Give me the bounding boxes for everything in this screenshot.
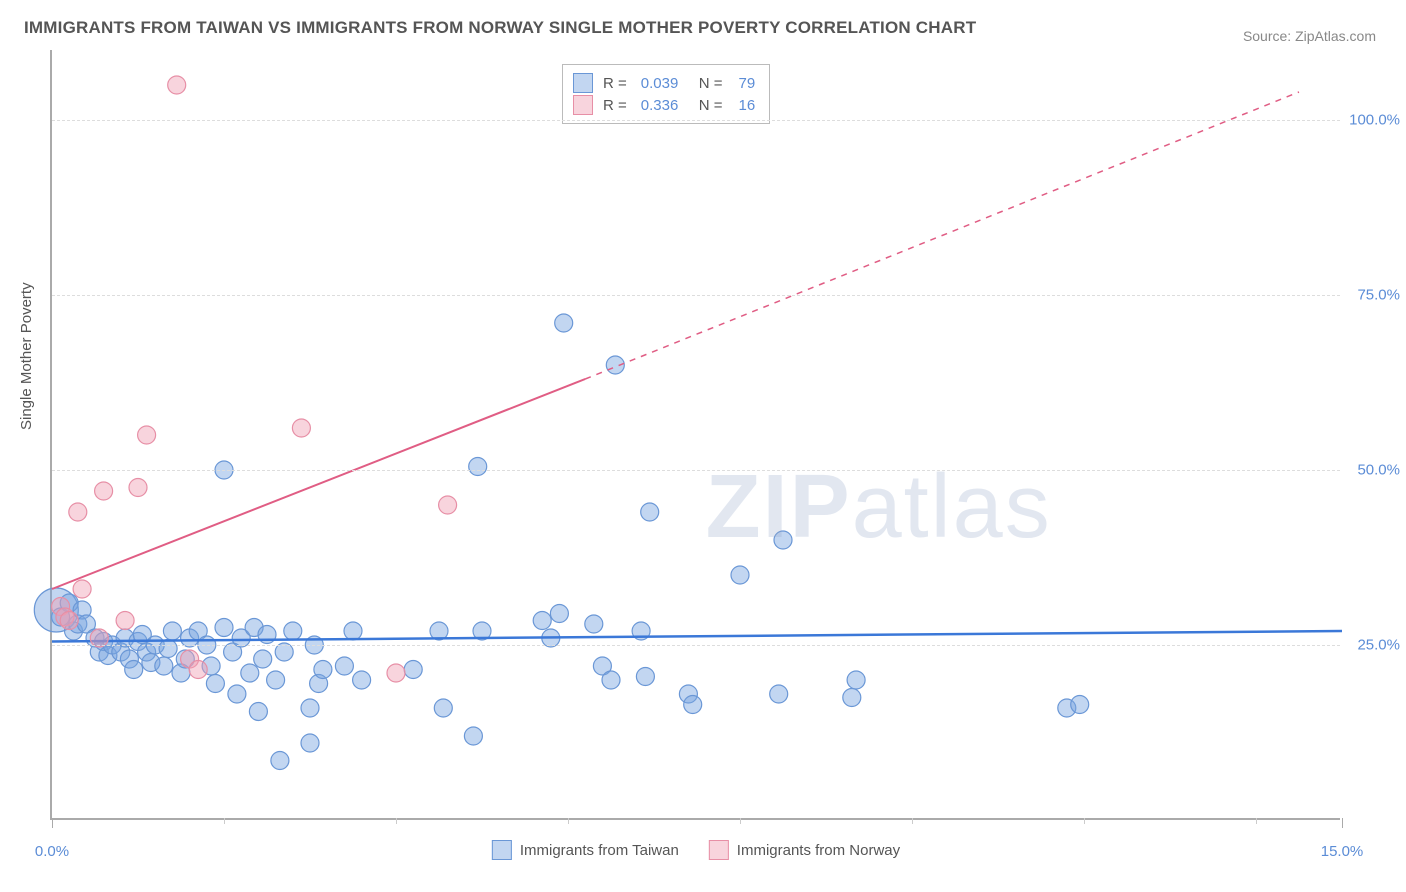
legend-item: Immigrants from Norway (709, 840, 900, 860)
data-point (189, 661, 207, 679)
data-point (163, 622, 181, 640)
data-point (335, 657, 353, 675)
r-value: 0.039 (641, 75, 689, 92)
data-point (353, 671, 371, 689)
data-point (168, 76, 186, 94)
y-axis-label: Single Mother Poverty (18, 282, 35, 430)
data-point (254, 650, 272, 668)
data-point (636, 668, 654, 686)
trend-line-ext (585, 92, 1299, 379)
data-point (684, 696, 702, 714)
data-point (116, 612, 134, 630)
data-point (301, 699, 319, 717)
data-point (555, 314, 573, 332)
r-label: R = (603, 75, 627, 92)
x-minor-tick (740, 818, 741, 824)
data-point (129, 479, 147, 497)
data-point (770, 685, 788, 703)
data-point (241, 664, 259, 682)
data-point (585, 615, 603, 633)
y-tick-label: 25.0% (1357, 637, 1400, 654)
legend-item: Immigrants from Taiwan (492, 840, 679, 860)
data-point (387, 664, 405, 682)
plot-svg (52, 50, 1340, 818)
data-point (271, 752, 289, 770)
y-tick-label: 100.0% (1349, 112, 1400, 129)
data-point (301, 734, 319, 752)
legend-swatch (492, 840, 512, 860)
x-tick-label: 0.0% (35, 843, 69, 860)
data-point (95, 482, 113, 500)
y-tick-label: 75.0% (1357, 287, 1400, 304)
gridline (52, 470, 1340, 471)
data-point (249, 703, 267, 721)
legend-swatch (573, 95, 593, 115)
data-point (774, 531, 792, 549)
n-value: 16 (739, 97, 756, 114)
legend-label: Immigrants from Taiwan (520, 842, 679, 859)
source-label: Source: ZipAtlas.com (1243, 28, 1376, 44)
n-label: N = (699, 97, 723, 114)
legend-swatch (709, 840, 729, 860)
data-point (159, 640, 177, 658)
data-point (469, 458, 487, 476)
data-point (69, 503, 87, 521)
data-point (843, 689, 861, 707)
data-point (439, 496, 457, 514)
data-point (228, 685, 246, 703)
data-point (215, 619, 233, 637)
r-label: R = (603, 97, 627, 114)
gridline (52, 645, 1340, 646)
data-point (292, 419, 310, 437)
data-point (344, 622, 362, 640)
x-major-tick (1342, 818, 1343, 828)
x-major-tick (52, 818, 53, 828)
data-point (138, 426, 156, 444)
correlation-legend: R = 0.039 N = 79 R = 0.336 N = 16 (562, 64, 770, 124)
data-point (641, 503, 659, 521)
data-point (284, 622, 302, 640)
data-point (464, 727, 482, 745)
x-minor-tick (396, 818, 397, 824)
data-point (125, 661, 143, 679)
data-point (550, 605, 568, 623)
gridline (52, 120, 1340, 121)
r-legend-row: R = 0.039 N = 79 (573, 73, 755, 93)
data-point (155, 657, 173, 675)
chart-container: IMMIGRANTS FROM TAIWAN VS IMMIGRANTS FRO… (0, 0, 1406, 892)
chart-title: IMMIGRANTS FROM TAIWAN VS IMMIGRANTS FRO… (24, 18, 976, 38)
data-point (73, 580, 91, 598)
series-legend: Immigrants from Taiwan Immigrants from No… (492, 840, 900, 860)
x-minor-tick (568, 818, 569, 824)
plot-area: ZIPatlas R =0.039 N =79 R =0.336 N =16 I… (50, 50, 1340, 820)
data-point (404, 661, 422, 679)
legend-swatch (573, 73, 593, 93)
gridline (52, 295, 1340, 296)
data-point (60, 612, 78, 630)
data-point (434, 699, 452, 717)
y-tick-label: 50.0% (1357, 462, 1400, 479)
data-point (847, 671, 865, 689)
n-value: 79 (739, 75, 756, 92)
x-tick-label: 15.0% (1321, 843, 1364, 860)
r-value: 0.336 (641, 97, 689, 114)
data-point (314, 661, 332, 679)
data-point (267, 671, 285, 689)
r-legend-row: R = 0.336 N = 16 (573, 95, 755, 115)
data-point (206, 675, 224, 693)
x-minor-tick (912, 818, 913, 824)
n-label: N = (699, 75, 723, 92)
data-point (602, 671, 620, 689)
data-point (533, 612, 551, 630)
legend-label: Immigrants from Norway (737, 842, 900, 859)
data-point (1071, 696, 1089, 714)
x-minor-tick (1084, 818, 1085, 824)
x-minor-tick (1256, 818, 1257, 824)
data-point (731, 566, 749, 584)
x-minor-tick (224, 818, 225, 824)
